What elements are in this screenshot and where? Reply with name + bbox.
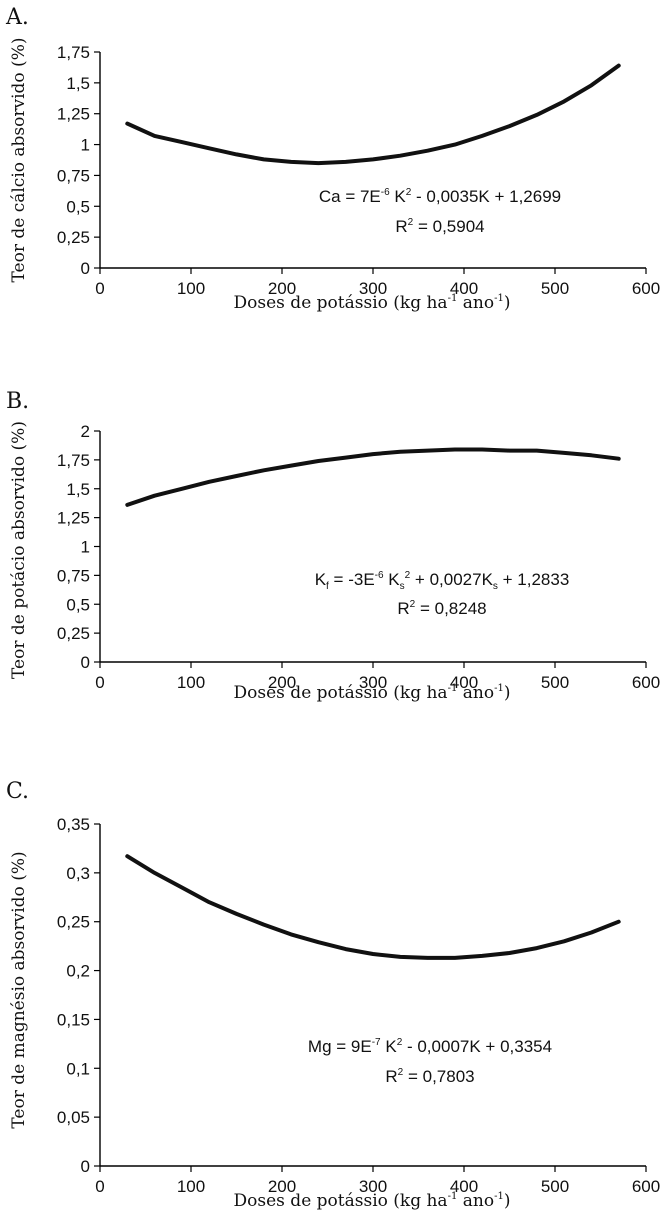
panel-a-x-tick-label: 300	[359, 279, 387, 298]
panel-c-r-squared: R2 = 0,7803	[385, 1067, 474, 1086]
panel-c-y-tick-label: 0,15	[57, 1010, 90, 1029]
panel-b-y-tick-label: 1,25	[57, 509, 90, 528]
panel-a-y-axis-label: Teor de cálcio absorvido (%)	[9, 38, 29, 283]
panel-c-x-tick-label: 100	[177, 1177, 205, 1196]
panel-b-y-tick-label: 0,75	[57, 566, 90, 585]
panel-b-y-tick-label: 2	[81, 422, 90, 441]
panel-b-y-tick-label: 1,75	[57, 451, 90, 470]
panel-b: B. Teor de potácio absorvido (%) Doses d…	[6, 389, 660, 703]
panel-c-series-line	[125, 854, 621, 960]
panel-b-x-tick-label: 0	[95, 673, 104, 692]
panel-c-x-tick-label: 200	[268, 1177, 296, 1196]
panel-b-x-tick-label: 300	[359, 673, 387, 692]
panel-b-x-tick-label: 100	[177, 673, 205, 692]
panel-c-y-tick-label: 0,3	[66, 864, 90, 883]
panel-c-x-tick-label: 400	[450, 1177, 478, 1196]
panel-b-y-tick-label: 0,5	[66, 595, 90, 614]
panel-a-y-tick-label: 1	[81, 136, 90, 155]
panel-c-y-tick-label: 0	[81, 1157, 90, 1176]
panel-c-x-axis-label: Doses de potássio (kg ha-1 ano-1)	[234, 1191, 511, 1211]
panel-a-x-tick-label: 400	[450, 279, 478, 298]
panel-a-x-tick-label: 600	[632, 279, 660, 298]
panel-c-y-tick-label: 0,2	[66, 962, 90, 981]
panel-b-y-tick-label: 1,5	[66, 480, 90, 499]
panel-a-y-tick-label: 0,75	[57, 166, 90, 185]
panel-a-y-tick-label: 1,75	[57, 43, 90, 62]
panel-a-r-squared: R2 = 0,5904	[395, 217, 484, 236]
panel-c-y-axis-label: Teor de magnésio absorvido (%)	[9, 851, 29, 1128]
panel-b-series-line	[125, 447, 621, 507]
panel-a-y-tick-label: 1,5	[66, 74, 90, 93]
panel-c-label: C.	[6, 779, 29, 804]
panel-c-equation: Mg = 9E-7 K2 - 0,0007K + 0,3354	[308, 1037, 552, 1056]
panel-c-x-tick-label: 300	[359, 1177, 387, 1196]
panel-a-label: A.	[5, 5, 29, 30]
panel-b-y-tick-label: 0	[81, 653, 90, 672]
panel-a-equation: Ca = 7E-6 K2 - 0,0035K + 1,2699	[319, 187, 561, 206]
panel-a-x-tick-label: 500	[541, 279, 569, 298]
panel-a-x-tick-label: 100	[177, 279, 205, 298]
panel-a-y-tick-label: 0,25	[57, 228, 90, 247]
panel-c-x-tick-label: 0	[95, 1177, 104, 1196]
panel-b-y-tick-label: 0,25	[57, 624, 90, 643]
panel-a-series-line	[125, 63, 621, 166]
panel-a-x-tick-label: 0	[95, 279, 104, 298]
panel-a-y-tick-label: 1,25	[57, 105, 90, 124]
panel-b-label: B.	[6, 389, 29, 414]
panel-b-x-tick-label: 600	[632, 673, 660, 692]
panel-c-x-tick-label: 500	[541, 1177, 569, 1196]
panel-b-x-tick-label: 200	[268, 673, 296, 692]
panel-b-equation: Kf = -3E-6 Ks2 + 0,0027Ks + 1,2833	[315, 570, 570, 592]
panel-c-y-tick-label: 0,05	[57, 1108, 90, 1127]
panel-c-x-tick-label: 600	[632, 1177, 660, 1196]
panel-c-y-tick-label: 0,25	[57, 913, 90, 932]
panel-a-x-axis-label: Doses de potássio (kg ha-1 ano-1)	[234, 293, 511, 313]
panel-a-y-tick-label: 0	[81, 259, 90, 278]
panel-a: A. Teor de cálcio absorvido (%) Doses de…	[5, 5, 660, 313]
panel-b-y-axis-label: Teor de potácio absorvido (%)	[9, 421, 29, 679]
panel-b-x-tick-label: 500	[541, 673, 569, 692]
panel-b-x-tick-label: 400	[450, 673, 478, 692]
panel-a-x-tick-label: 200	[268, 279, 296, 298]
panel-b-x-axis-label: Doses de potássio (kg ha-1 ano-1)	[234, 683, 511, 703]
panel-c-y-tick-label: 0,1	[66, 1059, 90, 1078]
panel-a-y-tick-label: 0,5	[66, 197, 90, 216]
panel-c: C. Teor de magnésio absorvido (%) Doses …	[6, 779, 660, 1211]
panel-c-y-tick-label: 0,35	[57, 815, 90, 834]
panel-b-y-tick-label: 1	[81, 538, 90, 557]
panel-b-r-squared: R2 = 0,8248	[397, 599, 486, 618]
